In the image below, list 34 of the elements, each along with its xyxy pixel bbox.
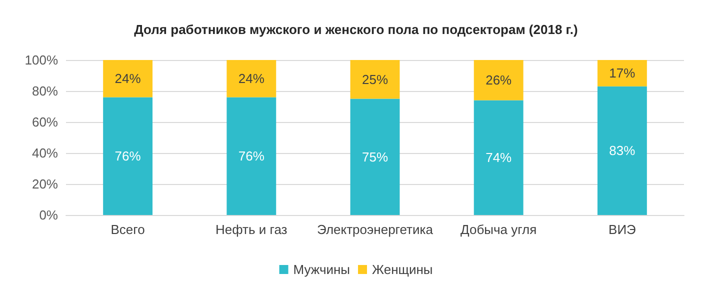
data-label: 26%: [486, 72, 512, 88]
data-label: 24%: [238, 71, 265, 86]
bar: [474, 100, 524, 215]
data-label: 24%: [114, 71, 142, 86]
x-tick-label: Всего: [110, 222, 145, 237]
y-tick-label: 20%: [32, 176, 58, 192]
bar: [350, 60, 400, 99]
data-label: 74%: [486, 150, 512, 166]
bar: [597, 60, 647, 86]
data-label: 25%: [362, 72, 388, 87]
bar: [474, 60, 524, 100]
y-tick-label: 60%: [32, 114, 58, 130]
x-tick-label: ВИЭ: [608, 222, 636, 237]
bar: [226, 60, 276, 98]
legend-label: Женщины: [372, 262, 433, 277]
bar: [103, 60, 153, 98]
y-tick-label: 40%: [32, 146, 58, 160]
data-label: 83%: [609, 143, 636, 158]
y-tick-label: 0%: [39, 208, 58, 222]
x-tick-label: Добыча угля: [460, 222, 537, 237]
bar: [226, 97, 276, 215]
x-tick-label: Нефть и газ: [216, 222, 288, 237]
bar: [597, 86, 647, 215]
chart-title: Доля работников мужского и женского пола по подсекторам (2018 г.): [134, 22, 578, 37]
data-label: 76%: [114, 148, 142, 164]
bar: [350, 98, 400, 215]
data-label: 76%: [238, 148, 265, 164]
y-tick-label: 80%: [32, 84, 58, 98]
data-label: 75%: [362, 149, 388, 164]
x-tick-label: Электроэнергетика: [317, 222, 434, 237]
data-label: 17%: [609, 66, 636, 81]
legend-label: Мужчины: [293, 262, 350, 277]
bar: [103, 97, 153, 215]
y-tick-label: 100%: [24, 52, 58, 68]
